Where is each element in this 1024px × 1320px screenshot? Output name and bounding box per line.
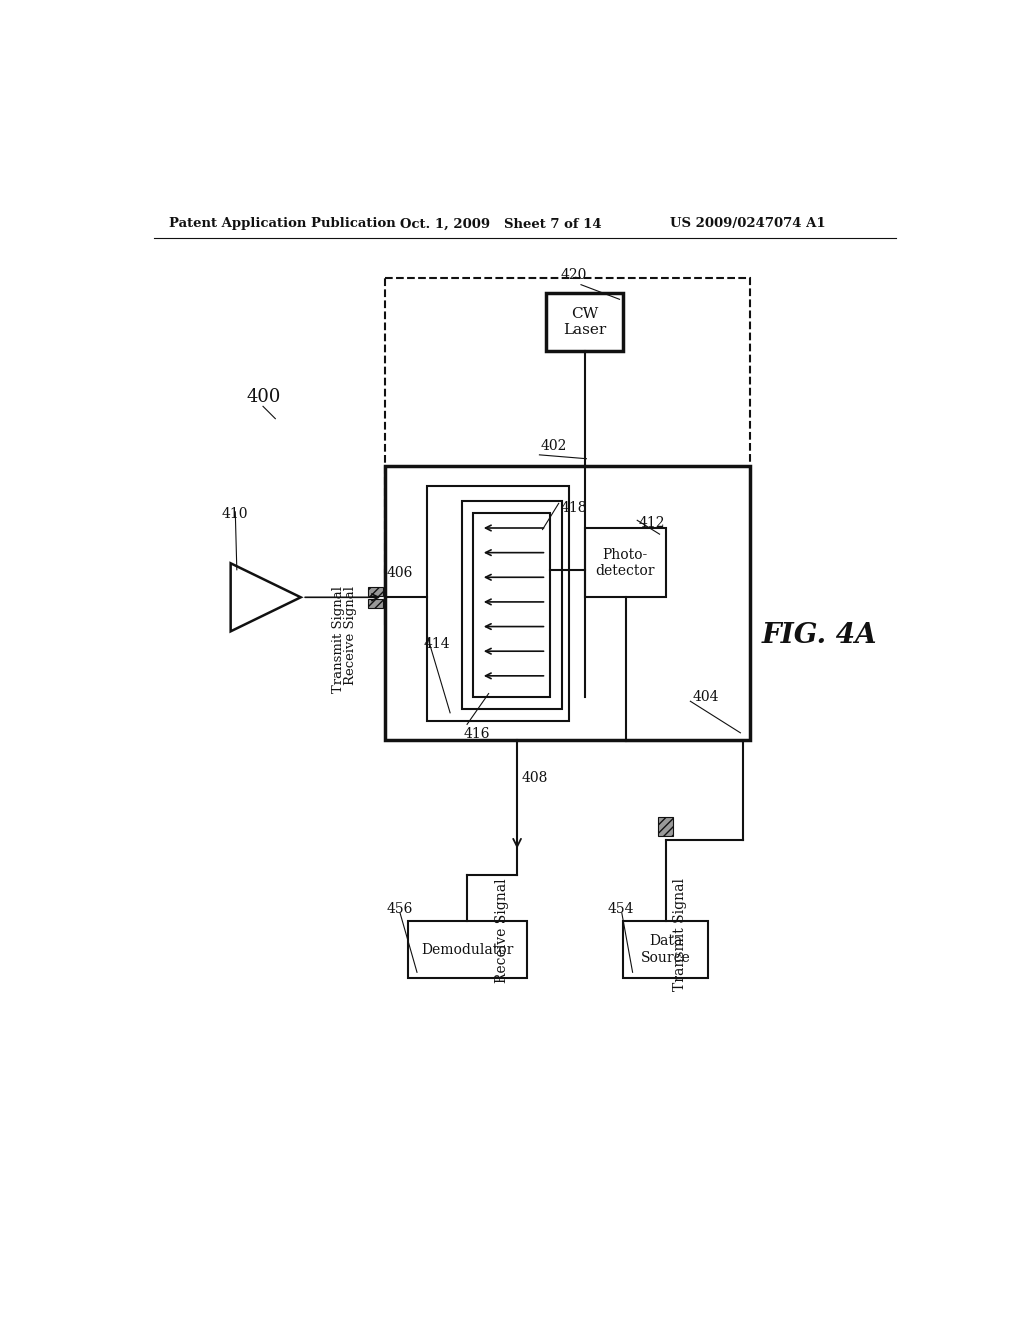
Text: 400: 400 — [246, 388, 281, 407]
Bar — [368, 599, 383, 609]
Text: Oct. 1, 2009   Sheet 7 of 14: Oct. 1, 2009 Sheet 7 of 14 — [400, 218, 602, 231]
Bar — [547, 293, 624, 351]
Text: 408: 408 — [521, 771, 548, 785]
Text: FIG. 4A: FIG. 4A — [762, 622, 878, 649]
Text: 406: 406 — [386, 566, 413, 579]
Text: 454: 454 — [608, 902, 635, 916]
Bar — [585, 528, 666, 597]
Text: 404: 404 — [692, 690, 719, 705]
Text: Patent Application Publication: Patent Application Publication — [169, 218, 396, 231]
Text: Transmit Signal: Transmit Signal — [332, 586, 345, 693]
Bar — [385, 466, 751, 739]
Text: Photo-
detector: Photo- detector — [596, 548, 655, 578]
Text: 416: 416 — [463, 726, 489, 741]
Text: 410: 410 — [221, 507, 248, 521]
Bar — [368, 586, 383, 595]
Bar — [658, 817, 674, 836]
Text: CW
Laser: CW Laser — [563, 308, 606, 337]
Text: 418: 418 — [560, 502, 587, 515]
Bar — [624, 921, 708, 978]
Bar — [427, 486, 569, 721]
Text: Transmit Signal: Transmit Signal — [674, 878, 687, 991]
Text: Demodulator: Demodulator — [421, 942, 514, 957]
Text: 412: 412 — [639, 516, 666, 531]
Text: 414: 414 — [423, 638, 450, 651]
Bar — [473, 512, 550, 697]
Bar — [462, 502, 562, 709]
Text: Data
Source: Data Source — [641, 935, 690, 965]
Bar — [385, 277, 751, 574]
Text: Receive Signal: Receive Signal — [496, 878, 509, 983]
Bar — [408, 921, 527, 978]
Text: Receive Signal: Receive Signal — [343, 586, 356, 685]
Text: 420: 420 — [560, 268, 587, 282]
Text: US 2009/0247074 A1: US 2009/0247074 A1 — [670, 218, 825, 231]
Text: 456: 456 — [386, 902, 413, 916]
Text: 402: 402 — [541, 438, 567, 453]
